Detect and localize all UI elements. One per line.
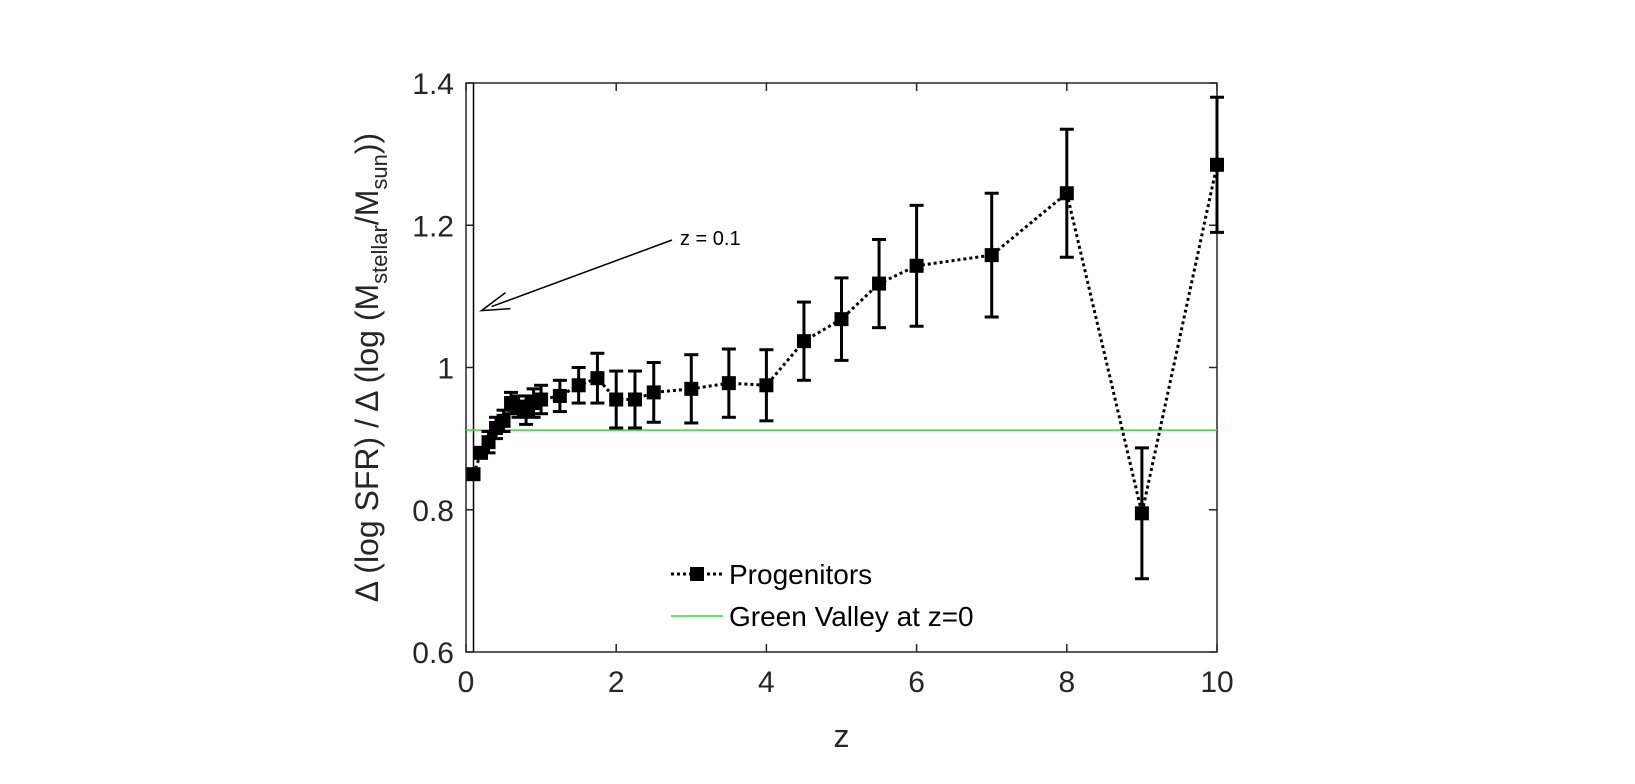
x-tick-label: 0 — [458, 666, 475, 699]
annotation-arrow-head — [479, 292, 511, 312]
progenitors-point — [646, 385, 661, 400]
y-axis-label-part: /M — [349, 190, 385, 226]
progenitors-point — [759, 378, 774, 393]
y-tick-label: 1 — [437, 353, 454, 386]
progenitors-point — [1134, 506, 1149, 521]
x-tick-label: 4 — [758, 666, 775, 699]
y-axis-label-part: Δ (log SFR) / Δ (log (M — [349, 284, 385, 602]
progenitors-point — [627, 392, 642, 407]
progenitors-point — [474, 445, 489, 460]
plot-area: 0 2 4 6 8 10 0.6 0.8 1 1.2 1.4 z Δ (log SFR) / Δ (lo… — [349, 68, 1234, 754]
progenitors-point — [534, 392, 549, 407]
progenitors-point — [872, 276, 887, 291]
progenitors-point — [609, 392, 624, 407]
legend-swatch-progenitors-marker — [690, 567, 704, 581]
progenitors-point — [590, 371, 605, 386]
progenitors-point — [466, 467, 481, 482]
annotation-arrow-shaft — [491, 239, 673, 308]
progenitors-point — [552, 388, 567, 403]
y-axis-label-subscript: stellar — [367, 225, 392, 284]
y-tick-label: 1.4 — [412, 68, 454, 101]
y-tick-label: 1.2 — [412, 210, 454, 243]
progenitors-point — [984, 248, 999, 263]
x-tick-label: 8 — [1058, 666, 1075, 699]
x-axis-label: z — [834, 718, 850, 754]
progenitors-point — [721, 376, 736, 391]
y-axis-label-subscript: sun — [367, 154, 392, 189]
annotation-text: z = 0.1 — [680, 228, 741, 250]
x-tick-label: 10 — [1200, 666, 1233, 699]
legend-label-green-valley: Green Valley at z=0 — [729, 601, 974, 632]
x-tick-label: 2 — [608, 666, 625, 699]
progenitors-point — [684, 381, 699, 396]
progenitors-point — [796, 334, 811, 349]
progenitors-point — [834, 312, 849, 327]
y-axis-label: Δ (log SFR) / Δ (log (Mstellar/Msun)) — [349, 133, 392, 602]
y-axis-label-part: )) — [349, 133, 385, 154]
y-tick-label: 0.8 — [412, 495, 454, 528]
legend: Progenitors Green Valley at z=0 — [671, 559, 974, 632]
progenitors-line — [472, 164, 1219, 514]
y-tick-label: 0.6 — [412, 637, 454, 670]
progenitors-point — [1059, 186, 1074, 201]
progenitors-point — [909, 258, 924, 273]
progenitors-point — [571, 378, 586, 393]
progenitors-point — [496, 413, 511, 428]
legend-label-progenitors: Progenitors — [729, 559, 872, 590]
progenitors-point — [1210, 157, 1224, 172]
x-tick-label: 6 — [908, 666, 925, 699]
